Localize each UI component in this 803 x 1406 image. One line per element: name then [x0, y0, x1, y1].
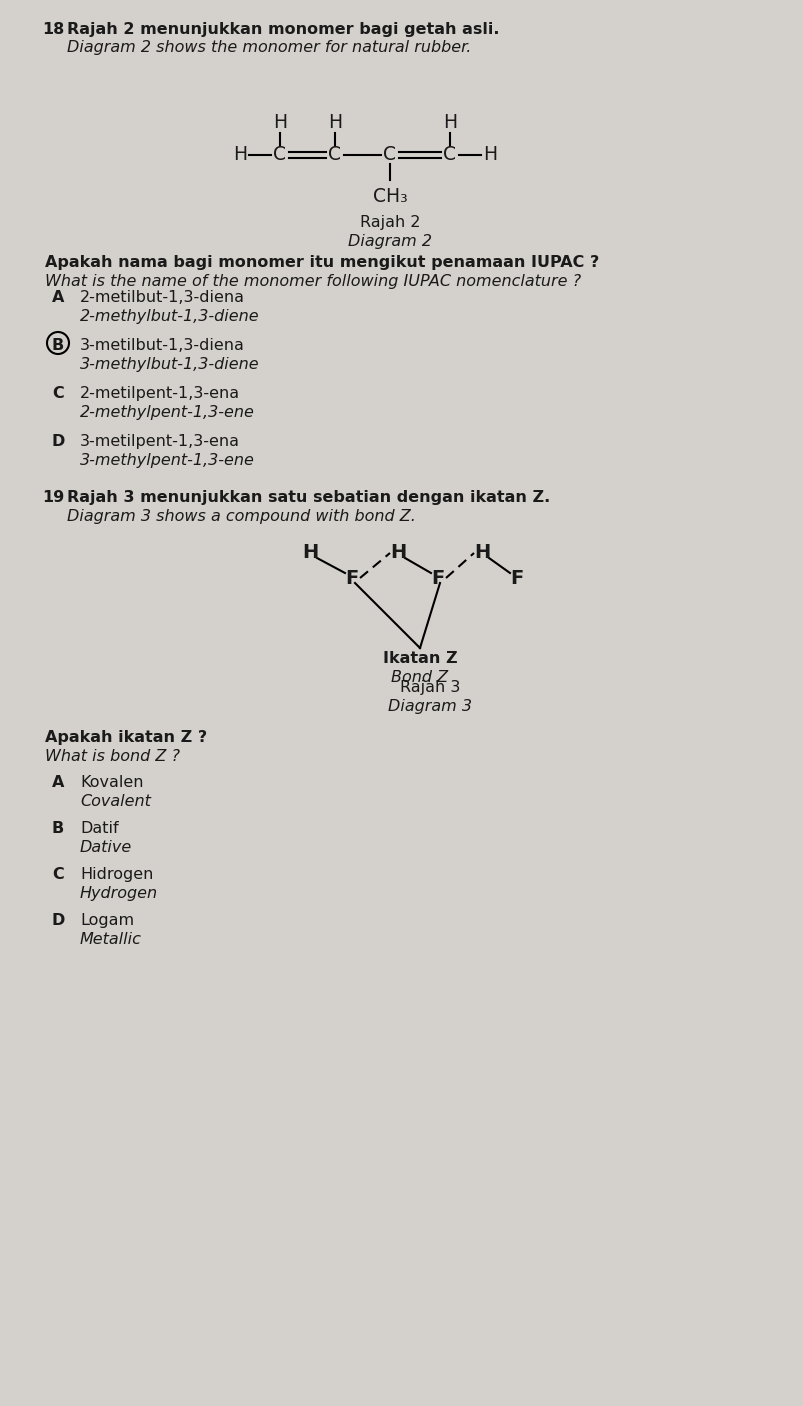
Text: Metallic: Metallic — [80, 932, 141, 948]
Text: 3-methylpent-1,3-ene: 3-methylpent-1,3-ene — [80, 453, 255, 468]
Text: D: D — [52, 912, 65, 928]
Text: Datif: Datif — [80, 821, 119, 837]
Text: C: C — [328, 145, 341, 165]
Text: H: H — [483, 145, 496, 165]
Text: A: A — [52, 775, 64, 790]
Text: Rajah 2 menunjukkan monomer bagi getah asli.: Rajah 2 menunjukkan monomer bagi getah a… — [67, 22, 499, 37]
Text: Hidrogen: Hidrogen — [80, 868, 153, 882]
Text: B: B — [52, 821, 64, 837]
Text: Diagram 2 shows the monomer for natural rubber.: Diagram 2 shows the monomer for natural … — [67, 39, 471, 55]
Text: H: H — [233, 145, 247, 165]
Text: Kovalen: Kovalen — [80, 775, 143, 790]
Text: Rajah 2: Rajah 2 — [359, 215, 420, 231]
Text: Apakah nama bagi monomer itu mengikut penamaan IUPAC ?: Apakah nama bagi monomer itu mengikut pe… — [45, 254, 598, 270]
Text: F: F — [510, 568, 523, 588]
Text: Diagram 3: Diagram 3 — [388, 699, 471, 714]
Text: C: C — [383, 145, 396, 165]
Text: C: C — [52, 387, 63, 401]
Text: H: H — [301, 544, 318, 562]
Text: Apakah ikatan Z ?: Apakah ikatan Z ? — [45, 730, 207, 745]
Text: F: F — [345, 568, 358, 588]
Text: 18: 18 — [42, 22, 64, 37]
Text: 2-metilbut-1,3-diena: 2-metilbut-1,3-diena — [80, 290, 245, 305]
Text: 19: 19 — [42, 491, 64, 505]
Text: Ikatan Z: Ikatan Z — [382, 651, 457, 666]
Text: H: H — [442, 114, 456, 132]
Text: C: C — [443, 145, 456, 165]
Text: H: H — [389, 544, 406, 562]
Text: 2-methylpent-1,3-ene: 2-methylpent-1,3-ene — [80, 405, 255, 420]
Text: H: H — [473, 544, 490, 562]
Text: H: H — [328, 114, 341, 132]
Text: Dative: Dative — [80, 839, 132, 855]
Text: A: A — [52, 290, 64, 305]
Text: Hydrogen: Hydrogen — [80, 886, 158, 901]
Text: Diagram 3 shows a compound with bond Z.: Diagram 3 shows a compound with bond Z. — [67, 509, 415, 524]
Text: C: C — [52, 868, 63, 882]
Text: H: H — [272, 114, 287, 132]
Text: Diagram 2: Diagram 2 — [348, 233, 431, 249]
Text: 3-methylbut-1,3-diene: 3-methylbut-1,3-diene — [80, 357, 259, 373]
Text: 2-metilpent-1,3-ena: 2-metilpent-1,3-ena — [80, 387, 240, 401]
Text: C: C — [273, 145, 286, 165]
Text: What is bond Z ?: What is bond Z ? — [45, 749, 180, 763]
Text: D: D — [52, 434, 65, 449]
Text: Covalent: Covalent — [80, 794, 151, 808]
Text: 3-metilpent-1,3-ena: 3-metilpent-1,3-ena — [80, 434, 240, 449]
Text: CH₃: CH₃ — [372, 187, 407, 207]
Text: Logam: Logam — [80, 912, 134, 928]
Text: Rajah 3: Rajah 3 — [399, 681, 459, 695]
Text: 2-methylbut-1,3-diene: 2-methylbut-1,3-diene — [80, 309, 259, 323]
Text: F: F — [431, 568, 444, 588]
Text: 3-metilbut-1,3-diena: 3-metilbut-1,3-diena — [80, 337, 245, 353]
Text: Bond Z: Bond Z — [391, 671, 448, 685]
Text: Rajah 3 menunjukkan satu sebatian dengan ikatan Z.: Rajah 3 menunjukkan satu sebatian dengan… — [67, 491, 549, 505]
Text: What is the name of the monomer following IUPAC nomenclature ?: What is the name of the monomer followin… — [45, 274, 581, 290]
Text: B: B — [52, 337, 64, 353]
